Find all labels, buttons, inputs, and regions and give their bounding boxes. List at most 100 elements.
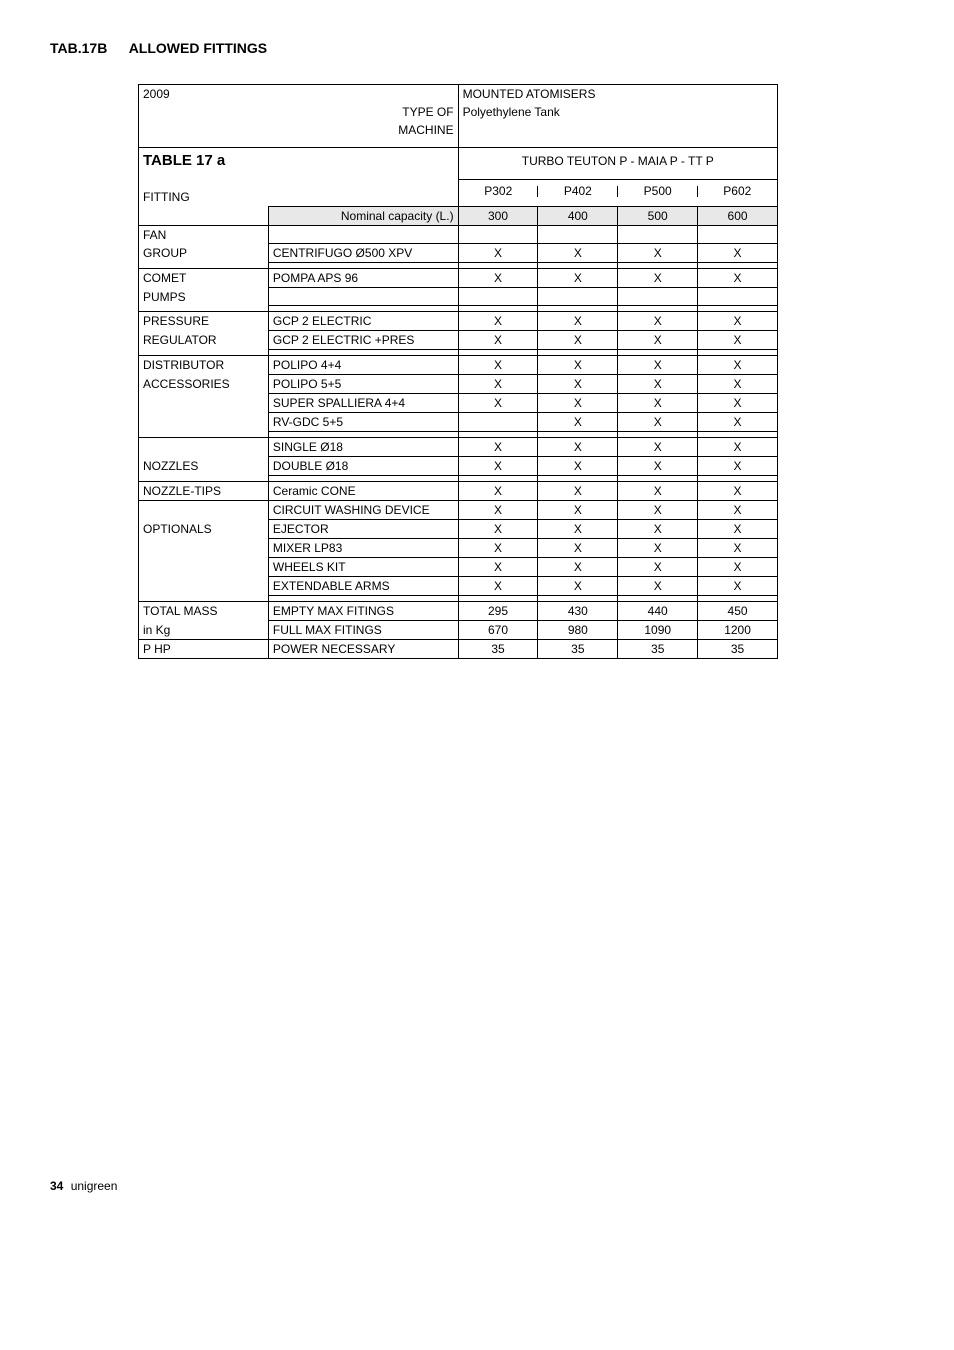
table-cell: X [698, 375, 778, 394]
empty-cell [268, 85, 458, 104]
table-cell: X [618, 558, 698, 577]
col-p402: P402 [538, 180, 618, 203]
extarms: EXTENDABLE ARMS [268, 577, 458, 596]
table-cell: 1090 [618, 621, 698, 640]
table-cell: 450 [698, 602, 778, 621]
optionals-label: OPTIONALS [139, 520, 269, 539]
table-cell: X [618, 457, 698, 476]
col-p602: P602 [698, 180, 778, 203]
cwd: CIRCUIT WASHING DEVICE [268, 501, 458, 520]
single: SINGLE Ø18 [268, 438, 458, 457]
table-cell: X [458, 520, 538, 539]
empty-fit: EMPTY MAX FITINGS [268, 602, 458, 621]
table-cell: X [458, 457, 538, 476]
table-cell: X [618, 520, 698, 539]
group-label: GROUP [139, 244, 269, 263]
table-cell: X [618, 539, 698, 558]
ceramic: Ceramic CONE [268, 482, 458, 501]
double: DOUBLE Ø18 [268, 457, 458, 476]
table-cell: X [698, 244, 778, 263]
table-cell: X [538, 539, 618, 558]
table-cell: X [458, 438, 538, 457]
table-cell: 430 [538, 602, 618, 621]
table-cell: 295 [458, 602, 538, 621]
accessories-label: ACCESSORIES [139, 375, 269, 394]
pumps-label: PUMPS [139, 288, 269, 306]
polipo44: POLIPO 4+4 [268, 356, 458, 375]
table-cell: X [618, 331, 698, 350]
table-cell: X [538, 413, 618, 432]
table-cell: X [538, 331, 618, 350]
table-cell: 35 [458, 640, 538, 659]
table-cell: X [698, 520, 778, 539]
table-cell: X [698, 577, 778, 596]
table-cell: X [618, 269, 698, 288]
table-cell: X [618, 356, 698, 375]
table-cell: X [538, 375, 618, 394]
table-cell: X [458, 501, 538, 520]
table-cell: X [618, 577, 698, 596]
pompa: POMPA APS 96 [268, 269, 458, 288]
table-cell: X [538, 457, 618, 476]
brand-label: unigreen [71, 1179, 118, 1193]
table-cell: X [618, 244, 698, 263]
inkg-label: in Kg [139, 621, 269, 640]
table-cell: X [698, 413, 778, 432]
totalmass-label: TOTAL MASS [139, 602, 269, 621]
table-cell: X [538, 312, 618, 331]
table-cell: X [698, 269, 778, 288]
nominal-label: Nominal capacity (L.) [268, 206, 458, 225]
table-cell: X [698, 539, 778, 558]
php-label: P HP [139, 640, 269, 659]
table-cell: X [698, 312, 778, 331]
super: SUPER SPALLIERA 4+4 [268, 394, 458, 413]
table-cell: X [618, 501, 698, 520]
table-cell: X [458, 244, 538, 263]
table-cell: X [538, 269, 618, 288]
year-label: 2009 [139, 85, 269, 104]
distributor-label: DISTRIBUTOR [139, 356, 269, 375]
col-p500: P500 [618, 180, 698, 203]
power: POWER NECESSARY [268, 640, 458, 659]
rvgdc: RV-GDC 5+5 [268, 413, 458, 432]
table-cell: X [458, 482, 538, 501]
table-cell: X [538, 482, 618, 501]
cap-300: 300 [458, 206, 538, 225]
table-cell: 35 [538, 640, 618, 659]
polipo55: POLIPO 5+5 [268, 375, 458, 394]
table-cell: X [698, 394, 778, 413]
table-cell: X [698, 457, 778, 476]
table-cell: 980 [538, 621, 618, 640]
mixer: MIXER LP83 [268, 539, 458, 558]
section-title: ALLOWED FITTINGS [129, 40, 267, 56]
full-fit: FULL MAX FITINGS [268, 621, 458, 640]
table-cell: X [458, 577, 538, 596]
table-cell: X [618, 438, 698, 457]
mounted-atomisers: MOUNTED ATOMISERS [458, 85, 777, 104]
pressure-label: PRESSURE [139, 312, 269, 331]
fittings-table: 2009 MOUNTED ATOMISERS TYPE OF Polyethyl… [138, 84, 778, 659]
fan-label: FAN [139, 225, 269, 244]
regulator-label: REGULATOR [139, 331, 269, 350]
table-cell: X [618, 312, 698, 331]
page-footer: 34 unigreen [50, 1179, 904, 1193]
table-cell: X [458, 375, 538, 394]
table-cell: X [458, 558, 538, 577]
table-cell: X [458, 331, 538, 350]
table-cell: X [458, 394, 538, 413]
table-cell: X [538, 558, 618, 577]
tank-label: Polyethylene Tank [458, 103, 777, 121]
table-cell: X [618, 413, 698, 432]
table-cell [458, 413, 538, 432]
nozzletips-label: NOZZLE-TIPS [139, 482, 269, 501]
table-label: TABLE 17 a [139, 147, 459, 180]
table-cell: X [538, 356, 618, 375]
table-cell: X [698, 356, 778, 375]
table-cell: X [618, 482, 698, 501]
table-cell: X [538, 577, 618, 596]
table-cell: 35 [698, 640, 778, 659]
table-cell: X [538, 244, 618, 263]
table-cell: X [458, 356, 538, 375]
table-cell: X [538, 501, 618, 520]
turbo-header: TURBO TEUTON P - MAIA P - TT P [458, 147, 777, 174]
